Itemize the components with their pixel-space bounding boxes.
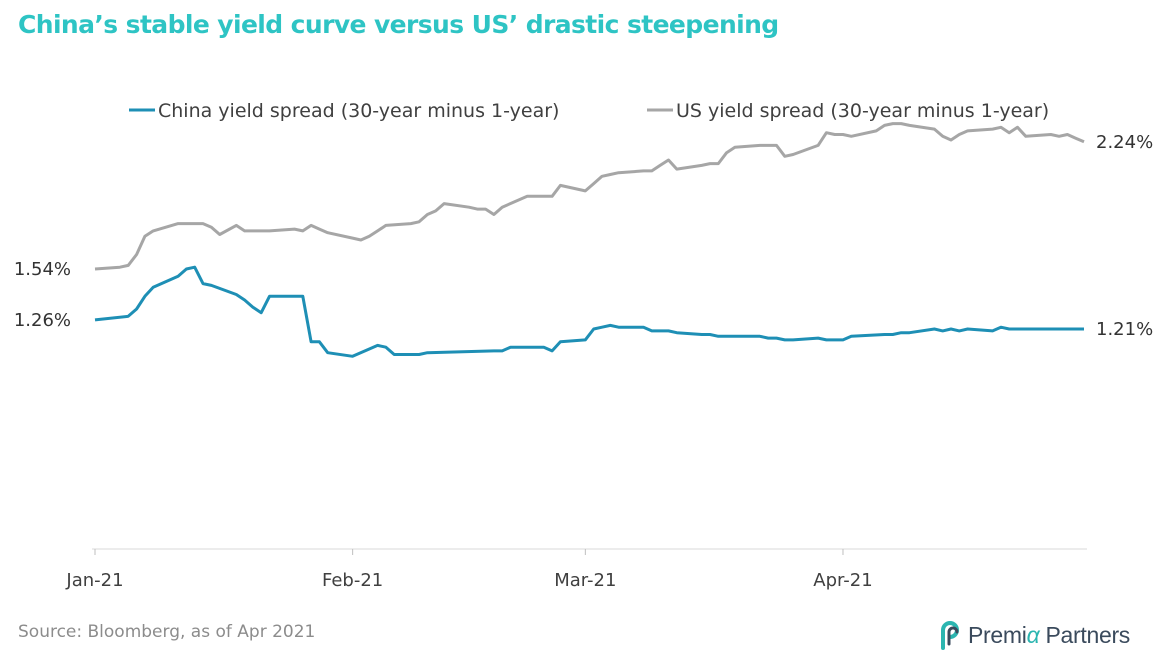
- legend: China yield spread (30-year minus 1-year…: [129, 100, 1049, 122]
- legend-label-us: US yield spread (30-year minus 1-year): [676, 100, 1049, 122]
- logo-text-a: Premi: [968, 621, 1027, 648]
- us-spread-start-label: 1.54%: [14, 259, 71, 280]
- series-layer: [94, 122, 1085, 358]
- x-tick-label: Apr-21: [813, 570, 872, 591]
- logo-text: Premiα Partners: [968, 622, 1130, 649]
- line-chart: China yield spread (30-year minus 1-year…: [14, 100, 1153, 591]
- logo-text-c: Partners: [1039, 621, 1131, 648]
- us-spread-end-label: 2.24%: [1096, 132, 1153, 153]
- source-note: Source: Bloomberg, as of Apr 2021: [18, 622, 316, 642]
- logo-mark-icon: [941, 621, 960, 650]
- x-tick-label: Feb-21: [322, 570, 383, 591]
- legend-label-china: China yield spread (30-year minus 1-year…: [158, 100, 559, 122]
- china-spread-start-label: 1.26%: [14, 310, 71, 331]
- logo-text-b: α: [1026, 621, 1040, 648]
- china-spread-line: [94, 265, 1084, 358]
- x-axis-ticks: Jan-21 Feb-21 Mar-21 Apr-21: [65, 549, 873, 591]
- end-labels: 1.26% 1.21% 1.54% 2.24%: [14, 132, 1153, 340]
- x-tick-label: Jan-21: [65, 570, 123, 591]
- china-spread-end-label: 1.21%: [1096, 319, 1153, 340]
- x-tick-label: Mar-21: [554, 570, 616, 591]
- chart-title: China’s stable yield curve versus US’ dr…: [18, 10, 779, 39]
- premia-partners-logo: Premiα Partners: [938, 618, 1130, 652]
- us-spread-line: [94, 122, 1085, 271]
